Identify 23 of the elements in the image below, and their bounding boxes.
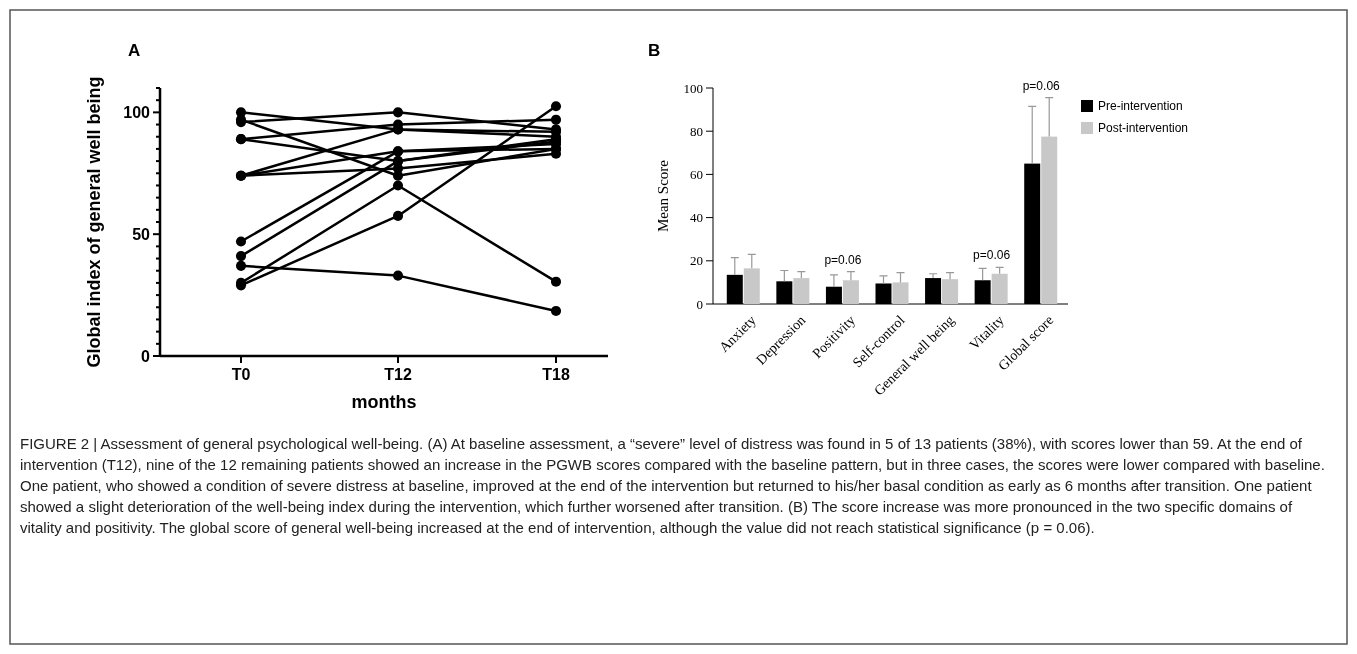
y-axis-title: Mean Score [655,159,671,233]
legend-label: Post-intervention [1098,121,1189,136]
caption: FIGURE 2 | Assessment of general psychological well-being. (A) At baseline assessment, a “severe” level of distress was found in 5 of 13 patients (38%), with scores lower than 59. At the end of intervention (T12), nine of the 12 remaining patients showed an increase in the PGWB scores compared with the baseline pattern, but in three cases, the scores were lower compared with baseline. One patient, who showed a condition of severe distress at baseline, improved at the end of the intervention but returned to his/her basal condition as early as 6 months after transition. One patient showed a slight deterioration of the well-being index during the intervention, which further worsened after transition. (B) The score increase was more pronounced in the two specific domains of vitality and positivity. The global score of general well-being increased at the end of intervention, although the value did not reach statistical significance (p = 0.06). [20,434,1326,538]
y-tick-label: 100 [683,80,703,96]
legend-label: Pre-intervention [1098,99,1183,114]
y-tick-label: 100 [123,103,151,121]
y-tick-label: 50 [132,225,151,243]
x-tick-label: T12 [384,366,412,383]
text: A [128,41,141,60]
y-tick-label: 20 [690,253,703,269]
y-tick-label: 80 [690,123,703,139]
x-axis-title: months [351,392,417,412]
x-tick-label: T0 [231,366,251,383]
annotation: p=0.06 [824,252,862,267]
annotation: p=0.06 [973,248,1011,263]
y-axis-title: Global index of general well being [84,76,104,368]
y-tick-label: 0 [141,347,151,365]
y-tick-label: 40 [690,210,703,226]
y-tick-label: 60 [690,166,703,182]
text: B [648,41,661,60]
x-tick-label: T18 [542,366,570,383]
annotation: p=0.06 [1022,78,1061,93]
y-tick-label: 0 [696,296,703,312]
